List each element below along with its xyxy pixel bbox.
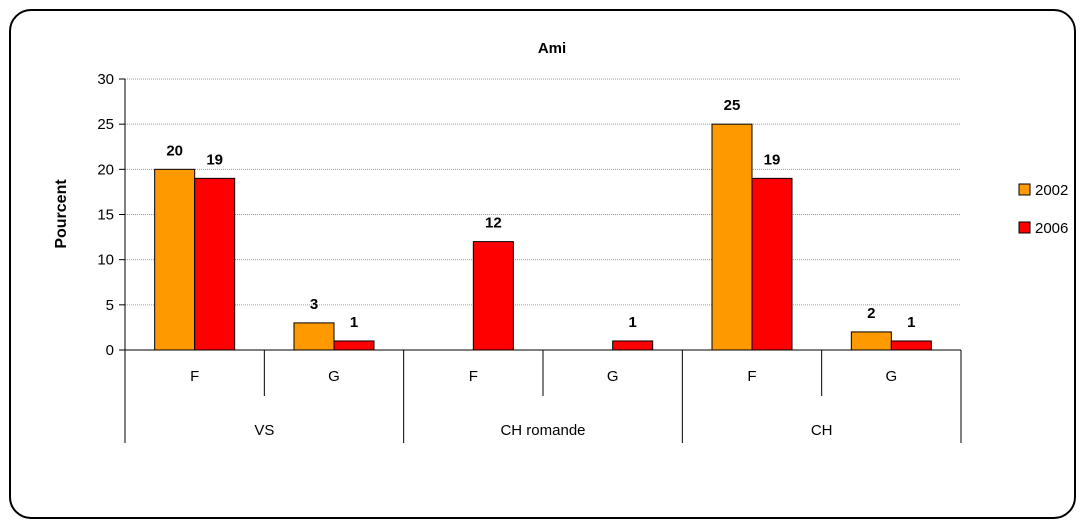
data-label: 12 — [485, 215, 502, 232]
legend-swatch-2002 — [1018, 183, 1031, 196]
bar-2006-4 — [751, 177, 793, 351]
x-category-label: G — [607, 368, 619, 385]
legend-swatch-2006 — [1018, 221, 1031, 234]
y-tick-label: 15 — [97, 207, 114, 224]
bar-2002-1 — [293, 322, 335, 351]
x-group-label: CH — [811, 422, 833, 439]
y-tick-label: 20 — [97, 161, 114, 178]
bar-2002-5 — [850, 331, 892, 351]
y-tick-label: 25 — [97, 116, 114, 133]
data-label: 1 — [350, 314, 358, 331]
data-label: 19 — [206, 151, 223, 168]
bar-2006-5 — [890, 340, 932, 351]
y-tick-label: 10 — [97, 252, 114, 269]
y-axis: 0 5 10 15 20 25 30 — [97, 71, 126, 359]
chart-title: Ami — [538, 40, 566, 57]
data-label: 19 — [764, 151, 781, 168]
data-label: 2 — [867, 305, 875, 322]
y-tick-label: 0 — [106, 342, 114, 359]
data-label: 20 — [166, 142, 183, 159]
x-category-label: F — [747, 368, 756, 385]
x-group-label: VS — [254, 422, 274, 439]
bar-2006-0 — [194, 177, 236, 351]
grid-lines — [125, 78, 961, 306]
data-label: 3 — [310, 296, 318, 313]
legend: 2002 2006 — [1018, 182, 1068, 237]
bar-2006-1 — [333, 340, 375, 351]
x-category-label: F — [469, 368, 478, 385]
y-axis-label: Pourcent — [53, 179, 70, 249]
x-group-label: CH romande — [500, 422, 585, 439]
bar-2002-0 — [154, 168, 196, 351]
bar-2002-4 — [711, 123, 753, 351]
data-label: 25 — [724, 97, 741, 114]
y-tick-label: 5 — [106, 297, 114, 314]
data-label: 1 — [907, 314, 915, 331]
bar-2006-3 — [612, 340, 654, 351]
data-labels: 20 3 25 2 19 1 12 1 19 1 — [166, 97, 915, 331]
legend-label: 2002 — [1035, 182, 1068, 199]
x-category-label: G — [328, 368, 340, 385]
bars — [154, 123, 932, 351]
legend-label: 2006 — [1035, 220, 1068, 237]
bar-2006-2 — [472, 241, 514, 351]
x-category-label: F — [190, 368, 199, 385]
x-category-label: G — [885, 368, 897, 385]
y-tick-label: 30 — [97, 71, 114, 88]
data-label: 1 — [628, 314, 636, 331]
x-axis: F G F G F G VS CH romande CH — [124, 349, 962, 443]
